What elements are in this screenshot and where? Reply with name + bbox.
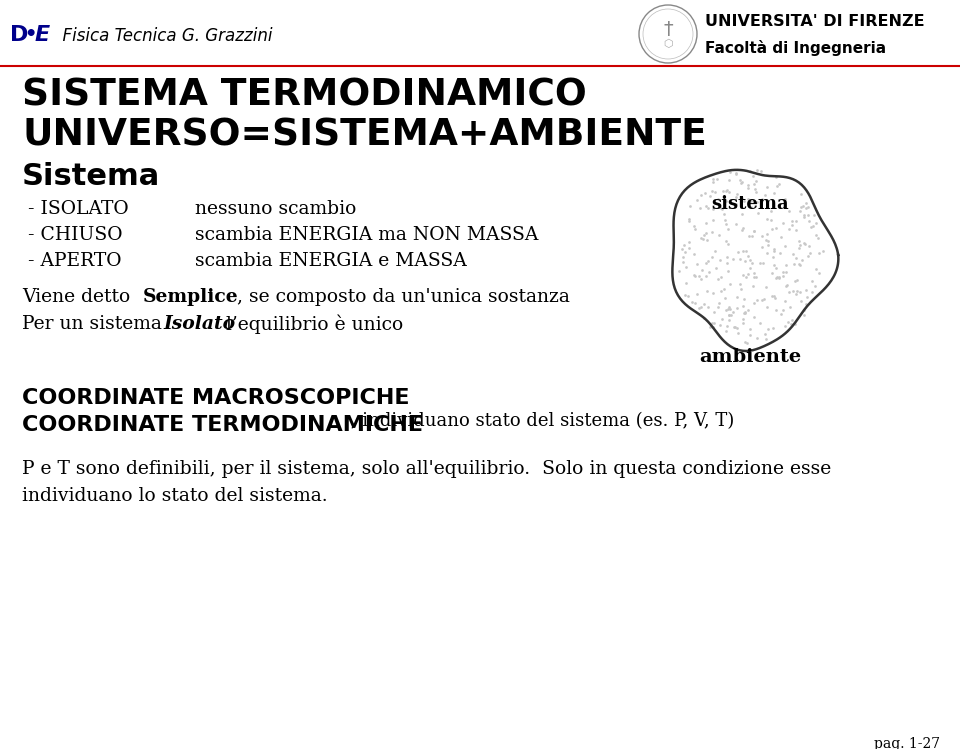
Text: COORDINATE TERMODINAMICHE: COORDINATE TERMODINAMICHE — [22, 415, 423, 435]
Text: P e T sono definibili, per il sistema, solo all'equilibrio.  Solo in questa cond: P e T sono definibili, per il sistema, s… — [22, 460, 831, 478]
Polygon shape — [672, 170, 838, 351]
Text: l’equilibrio è unico: l’equilibrio è unico — [220, 315, 403, 335]
Text: ambiente: ambiente — [699, 348, 801, 366]
Text: , individuano stato del sistema (es. P, V, T): , individuano stato del sistema (es. P, … — [345, 412, 734, 430]
Text: nessuno scambio: nessuno scambio — [195, 200, 356, 218]
Text: - CHIUSO: - CHIUSO — [28, 226, 123, 244]
Text: scambia ENERGIA e MASSA: scambia ENERGIA e MASSA — [195, 252, 467, 270]
Text: Viene detto: Viene detto — [22, 288, 136, 306]
Text: - APERTO: - APERTO — [28, 252, 122, 270]
Text: ⬡: ⬡ — [663, 39, 673, 49]
Text: COORDINATE MACROSCOPICHE: COORDINATE MACROSCOPICHE — [22, 388, 410, 408]
Text: sistema: sistema — [711, 195, 789, 213]
Text: D: D — [10, 25, 29, 45]
Text: Facoltà di Ingegneria: Facoltà di Ingegneria — [705, 40, 886, 56]
Text: SISTEMA TERMODINAMICO: SISTEMA TERMODINAMICO — [22, 78, 587, 114]
Text: E: E — [35, 25, 50, 45]
Text: - ISOLATO: - ISOLATO — [28, 200, 129, 218]
Text: •: • — [24, 25, 36, 44]
Text: pag. 1-27: pag. 1-27 — [874, 737, 940, 749]
Text: Sistema: Sistema — [22, 162, 160, 191]
Text: UNIVERSITA' DI FIRENZE: UNIVERSITA' DI FIRENZE — [705, 14, 924, 29]
Text: Semplice: Semplice — [143, 288, 239, 306]
Text: †: † — [663, 19, 673, 38]
Text: individuano lo stato del sistema.: individuano lo stato del sistema. — [22, 487, 327, 505]
Text: Per un sistema: Per un sistema — [22, 315, 168, 333]
Text: Fisica Tecnica G. Grazzini: Fisica Tecnica G. Grazzini — [52, 27, 273, 45]
Text: scambia ENERGIA ma NON MASSA: scambia ENERGIA ma NON MASSA — [195, 226, 539, 244]
Text: , se composto da un'unica sostanza: , se composto da un'unica sostanza — [237, 288, 570, 306]
Text: UNIVERSO=SISTEMA+AMBIENTE: UNIVERSO=SISTEMA+AMBIENTE — [22, 118, 707, 154]
Text: Isolato: Isolato — [163, 315, 235, 333]
